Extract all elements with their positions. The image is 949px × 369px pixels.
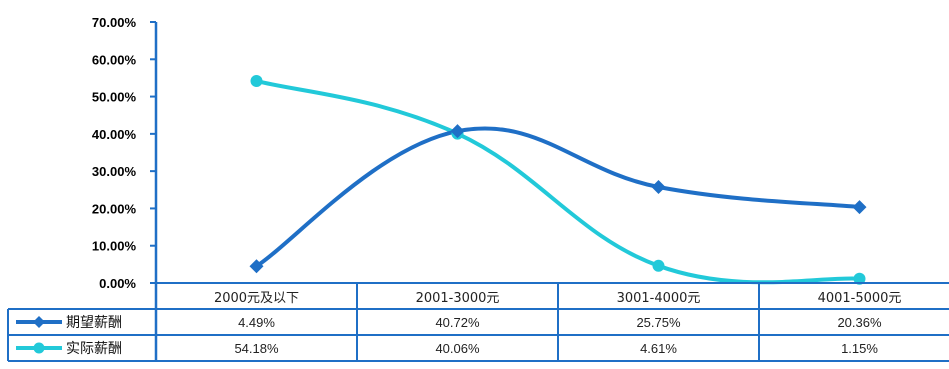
series-name-label: 期望薪酬 [66, 315, 122, 331]
data-point-diamond [852, 200, 867, 215]
data-table-cell: 54.18% [234, 341, 279, 356]
y-tick-label: 20.00% [92, 201, 137, 216]
data-table-cell: 4.61% [640, 341, 677, 356]
y-tick-label: 70.00% [92, 15, 137, 30]
legend-key-marker [33, 342, 45, 354]
data-point-circle [250, 74, 263, 87]
series-name-label: 实际薪酬 [66, 341, 122, 357]
x-category-label: 2000元及以下 [214, 291, 299, 306]
y-tick-label: 40.00% [92, 127, 137, 142]
data-point-diamond [450, 124, 465, 139]
data-table-cell: 25.75% [636, 315, 681, 330]
data-table-cell: 4.49% [238, 315, 275, 330]
series-markers [249, 74, 867, 285]
data-table-cell: 40.72% [435, 315, 480, 330]
data-point-circle [853, 272, 866, 285]
data-table: 2000元及以下 2001-3000元 3001-4000元 4001-5000元期望… [7, 282, 949, 362]
y-tick-label: 50.00% [92, 90, 137, 105]
legend-key-marker [33, 316, 45, 328]
x-category-label: 4001-5000元 [818, 291, 902, 306]
data-point-diamond [651, 179, 666, 194]
y-axis-ticks: 0.00% 10.00% 20.00% 30.00% 40.00% 50.00% 60.00… [92, 15, 156, 291]
series-line-0 [254, 126, 862, 269]
series-lines [254, 78, 862, 285]
y-tick-label: 0.00% [99, 276, 136, 291]
data-table-cell: 40.06% [435, 341, 480, 356]
data-point-circle [652, 259, 665, 272]
data-table-cell: 20.36% [837, 315, 882, 330]
series-line-1 [254, 78, 862, 285]
y-tick-label: 10.00% [92, 239, 137, 254]
x-category-label: 2001-3000元 [416, 291, 500, 306]
data-table-cell: 1.15% [841, 341, 878, 356]
y-tick-label: 30.00% [92, 164, 137, 179]
y-tick-label: 60.00% [92, 52, 137, 67]
data-point-diamond [249, 259, 264, 274]
x-category-label: 3001-4000元 [617, 291, 701, 306]
